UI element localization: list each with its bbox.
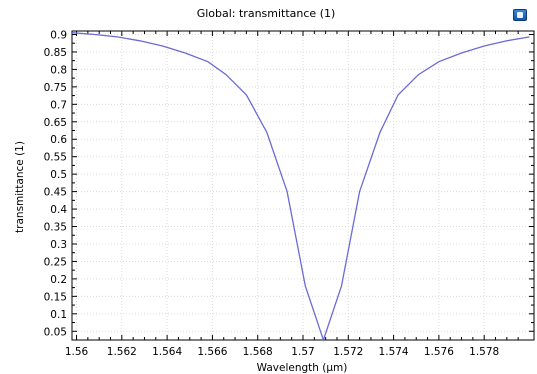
x-tick-label: 1.576 [424,346,454,358]
x-tick-label: 1.574 [379,346,409,358]
x-tick-label: 1.578 [469,346,499,358]
transmittance-series-line [71,32,530,343]
y-axis-label: transmittance (1) [14,141,26,233]
y-tick-label: 0.1 [50,309,67,321]
y-tick-label: 0.35 [44,222,67,234]
chart-title: Global: transmittance (1) [197,7,336,20]
y-tick-label: 0.8 [50,64,67,76]
y-tick-label: 0.9 [50,29,67,41]
x-tick-label: 1.57 [291,346,314,358]
y-tick-label: 0.4 [50,204,67,216]
tick-marks [72,31,534,340]
y-tick-label: 0.05 [44,326,67,338]
y-tick-label: 0.65 [44,117,67,129]
grid-lines [72,31,534,340]
y-tick-label: 0.2 [50,274,67,286]
export-image-icon[interactable] [513,9,527,21]
y-tick-label: 0.25 [44,256,67,268]
y-tick-label: 0.6 [50,134,67,146]
x-tick-label: 1.568 [243,346,273,358]
y-tick-label: 0.5 [50,169,67,181]
plot-area [71,30,535,341]
x-tick-label: 1.562 [107,346,137,358]
y-tick-label: 0.3 [50,239,67,251]
y-tick-label: 0.45 [44,187,67,199]
y-tick-label: 0.85 [44,47,67,59]
x-tick-label: 1.566 [197,346,227,358]
y-tick-labels: 0.05 0.1 0.15 0.2 0.25 0.3 0.35 0.4 0.45 0.5 0.55 0… [44,29,68,338]
x-tick-label: 1.56 [65,346,89,358]
y-tick-label: 0.55 [44,152,67,164]
x-axis-label: Wavelength (µm) [257,362,348,374]
x-tick-label: 1.564 [152,346,182,358]
y-tick-label: 0.15 [44,291,67,303]
y-tick-label: 0.75 [44,82,67,94]
x-tick-label: 1.572 [333,346,363,358]
x-tick-labels: 1.56 1.562 1.564 1.566 1.568 1.57 1.572 1.574 1.… [65,346,499,358]
y-tick-label: 0.7 [50,99,67,111]
